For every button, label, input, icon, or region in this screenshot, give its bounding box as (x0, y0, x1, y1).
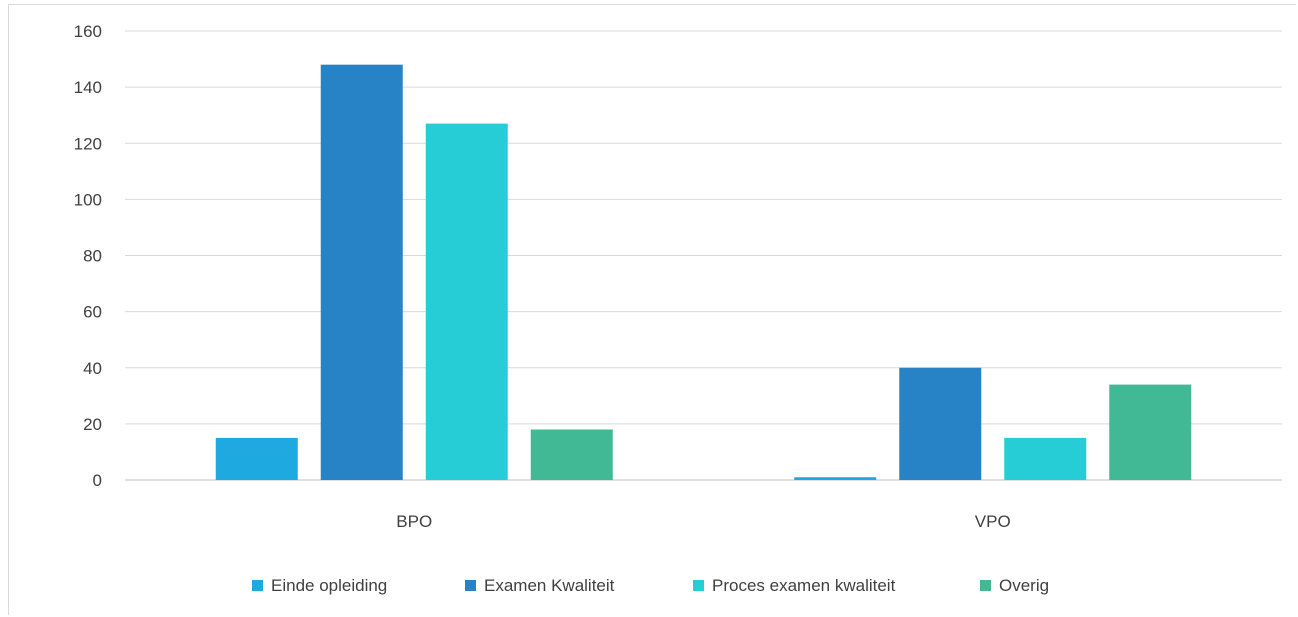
y-tick-label: 20 (83, 415, 102, 434)
y-tick-label: 160 (74, 22, 102, 41)
y-tick-label: 140 (74, 78, 102, 97)
legend-swatch (252, 580, 263, 591)
x-category-label: BPO (396, 512, 432, 531)
y-tick-label: 60 (83, 303, 102, 322)
legend-label: Examen Kwaliteit (484, 576, 615, 595)
legend-swatch (693, 580, 704, 591)
chart-frame (8, 4, 1296, 615)
bar-vpo-proces-examen-kwaliteit (1004, 437, 1087, 480)
legend-label: Einde opleiding (271, 576, 387, 595)
bar-bpo-proces-examen-kwaliteit (425, 123, 508, 480)
bar-bpo-einde-opleiding (215, 437, 298, 480)
bar-vpo-einde-opleiding (794, 477, 877, 480)
gridlines (125, 30, 1282, 481)
y-tick-label: 120 (74, 134, 102, 153)
legend-swatch (465, 580, 476, 591)
bar-bpo-examen-kwaliteit (320, 64, 403, 481)
bar-vpo-overig (1109, 384, 1192, 480)
y-tick-label: 0 (93, 471, 102, 490)
y-axis-ticks: 0 20 40 60 80 100 120 140 160 (74, 22, 102, 490)
legend: Einde opleiding Examen Kwaliteit Proces ex… (252, 576, 1049, 595)
legend-label: Proces examen kwaliteit (712, 576, 896, 595)
x-category-label: VPO (975, 512, 1011, 531)
legend-swatch (980, 580, 991, 591)
y-tick-label: 100 (74, 190, 102, 209)
x-axis-categories: BPO VPO (396, 512, 1010, 531)
bars (215, 64, 1192, 481)
y-tick-label: 40 (83, 359, 102, 378)
legend-label: Overig (999, 576, 1049, 595)
bar-bpo-overig (530, 429, 613, 480)
y-tick-label: 80 (83, 247, 102, 266)
bar-vpo-examen-kwaliteit (899, 367, 982, 480)
